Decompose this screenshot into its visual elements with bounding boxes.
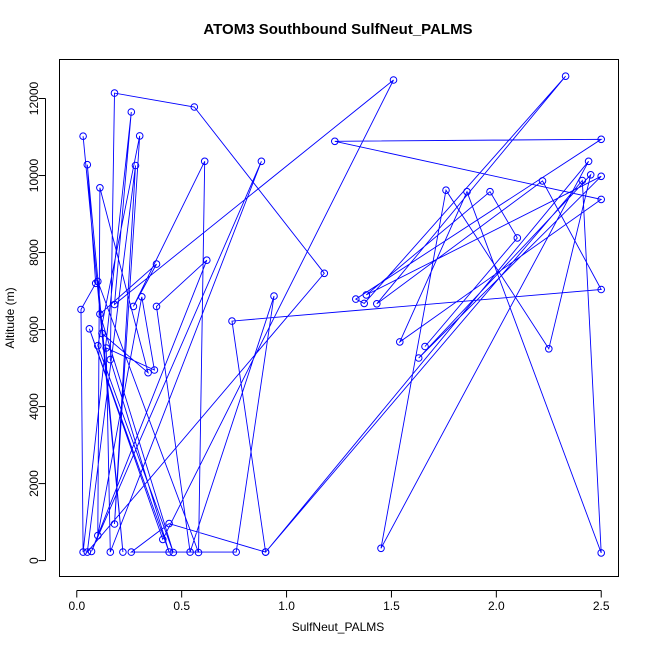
data-point [110,89,119,97]
data-point [257,157,266,166]
data-point [85,325,94,333]
data-point [597,285,606,294]
series-layer [77,72,606,557]
data-point [169,548,178,557]
data-point [98,329,106,338]
data-point [352,295,360,303]
data-point [102,344,110,352]
data-point [463,187,471,196]
data-point [87,547,96,556]
data-point [94,341,102,350]
data-point [144,368,152,377]
y-axis: 0 2000 4000 6000 8000 10000 12000 [27,81,46,564]
data-point [119,548,127,556]
y-tick-label: 10000 [27,159,41,193]
y-tick-label: 12000 [27,81,41,115]
x-axis: 0.0 0.5 1.0 1.5 2.0 2.5 [68,590,610,613]
x-tick-label: 2.0 [488,599,505,613]
data-point [131,161,140,170]
data-point [320,269,329,278]
x-tick-label: 1.0 [278,599,295,613]
data-point [421,342,429,351]
data-point [106,355,115,364]
data-point [96,184,104,192]
data-point [360,299,369,308]
x-tick-label: 0.0 [68,599,85,613]
y-axis-label: Altitude (m) [3,287,17,348]
data-point [110,300,119,309]
data-point [389,76,398,84]
y-tick-label: 8000 [27,239,41,266]
data-point [597,195,606,204]
y-tick-label: 4000 [27,393,41,420]
data-point [597,135,606,144]
data-point [194,548,203,557]
data-point [270,292,278,300]
data-point [186,548,194,556]
y-tick-label: 2000 [27,470,41,497]
data-point [414,354,423,362]
data-point [586,171,595,179]
x-tick-label: 2.5 [593,599,610,613]
data-point [165,548,173,556]
data-point [538,177,547,185]
data-point [597,549,606,557]
data-point [83,548,92,556]
data-point [152,302,161,311]
chart-title: ATOM3 Southbound SulfNeut_PALMS [203,21,472,38]
data-point [203,256,211,265]
y-tick-label: 6000 [27,316,41,343]
data-point [127,108,136,116]
data-point [79,548,87,556]
data-point [127,548,136,556]
data-point [129,302,138,311]
data-point [106,548,115,556]
data-point [135,132,144,140]
data-point [150,366,159,374]
data-point [77,305,85,314]
data-point [578,176,587,185]
data-point [152,260,161,268]
plot-frame [59,59,619,577]
data-point [228,317,236,325]
data-point [396,338,404,346]
data-point [561,72,570,80]
data-point [200,157,209,166]
data-point [165,519,173,528]
data-point [110,520,119,528]
data-point [513,234,522,242]
y-tick-label: 0 [27,557,41,564]
data-point [362,291,371,299]
series-line [80,75,603,554]
data-point [96,310,104,318]
data-point [94,531,102,540]
x-axis-label: SulfNeut_PALMS [292,620,385,634]
data-point [91,279,100,288]
x-tick-label: 1.5 [383,599,400,613]
x-tick-label: 0.5 [173,599,190,613]
data-point [261,548,270,556]
data-point [159,535,167,544]
data-point [83,160,92,169]
data-point [597,172,606,181]
data-point [442,186,450,194]
data-point [138,293,146,301]
data-point [545,345,553,353]
data-point [486,187,494,196]
data-point [331,137,339,146]
data-point [79,132,87,140]
data-point [190,103,199,111]
data-point [94,277,102,286]
data-point [373,300,381,308]
data-point [584,157,593,166]
data-point [377,544,385,553]
data-point [232,548,240,556]
